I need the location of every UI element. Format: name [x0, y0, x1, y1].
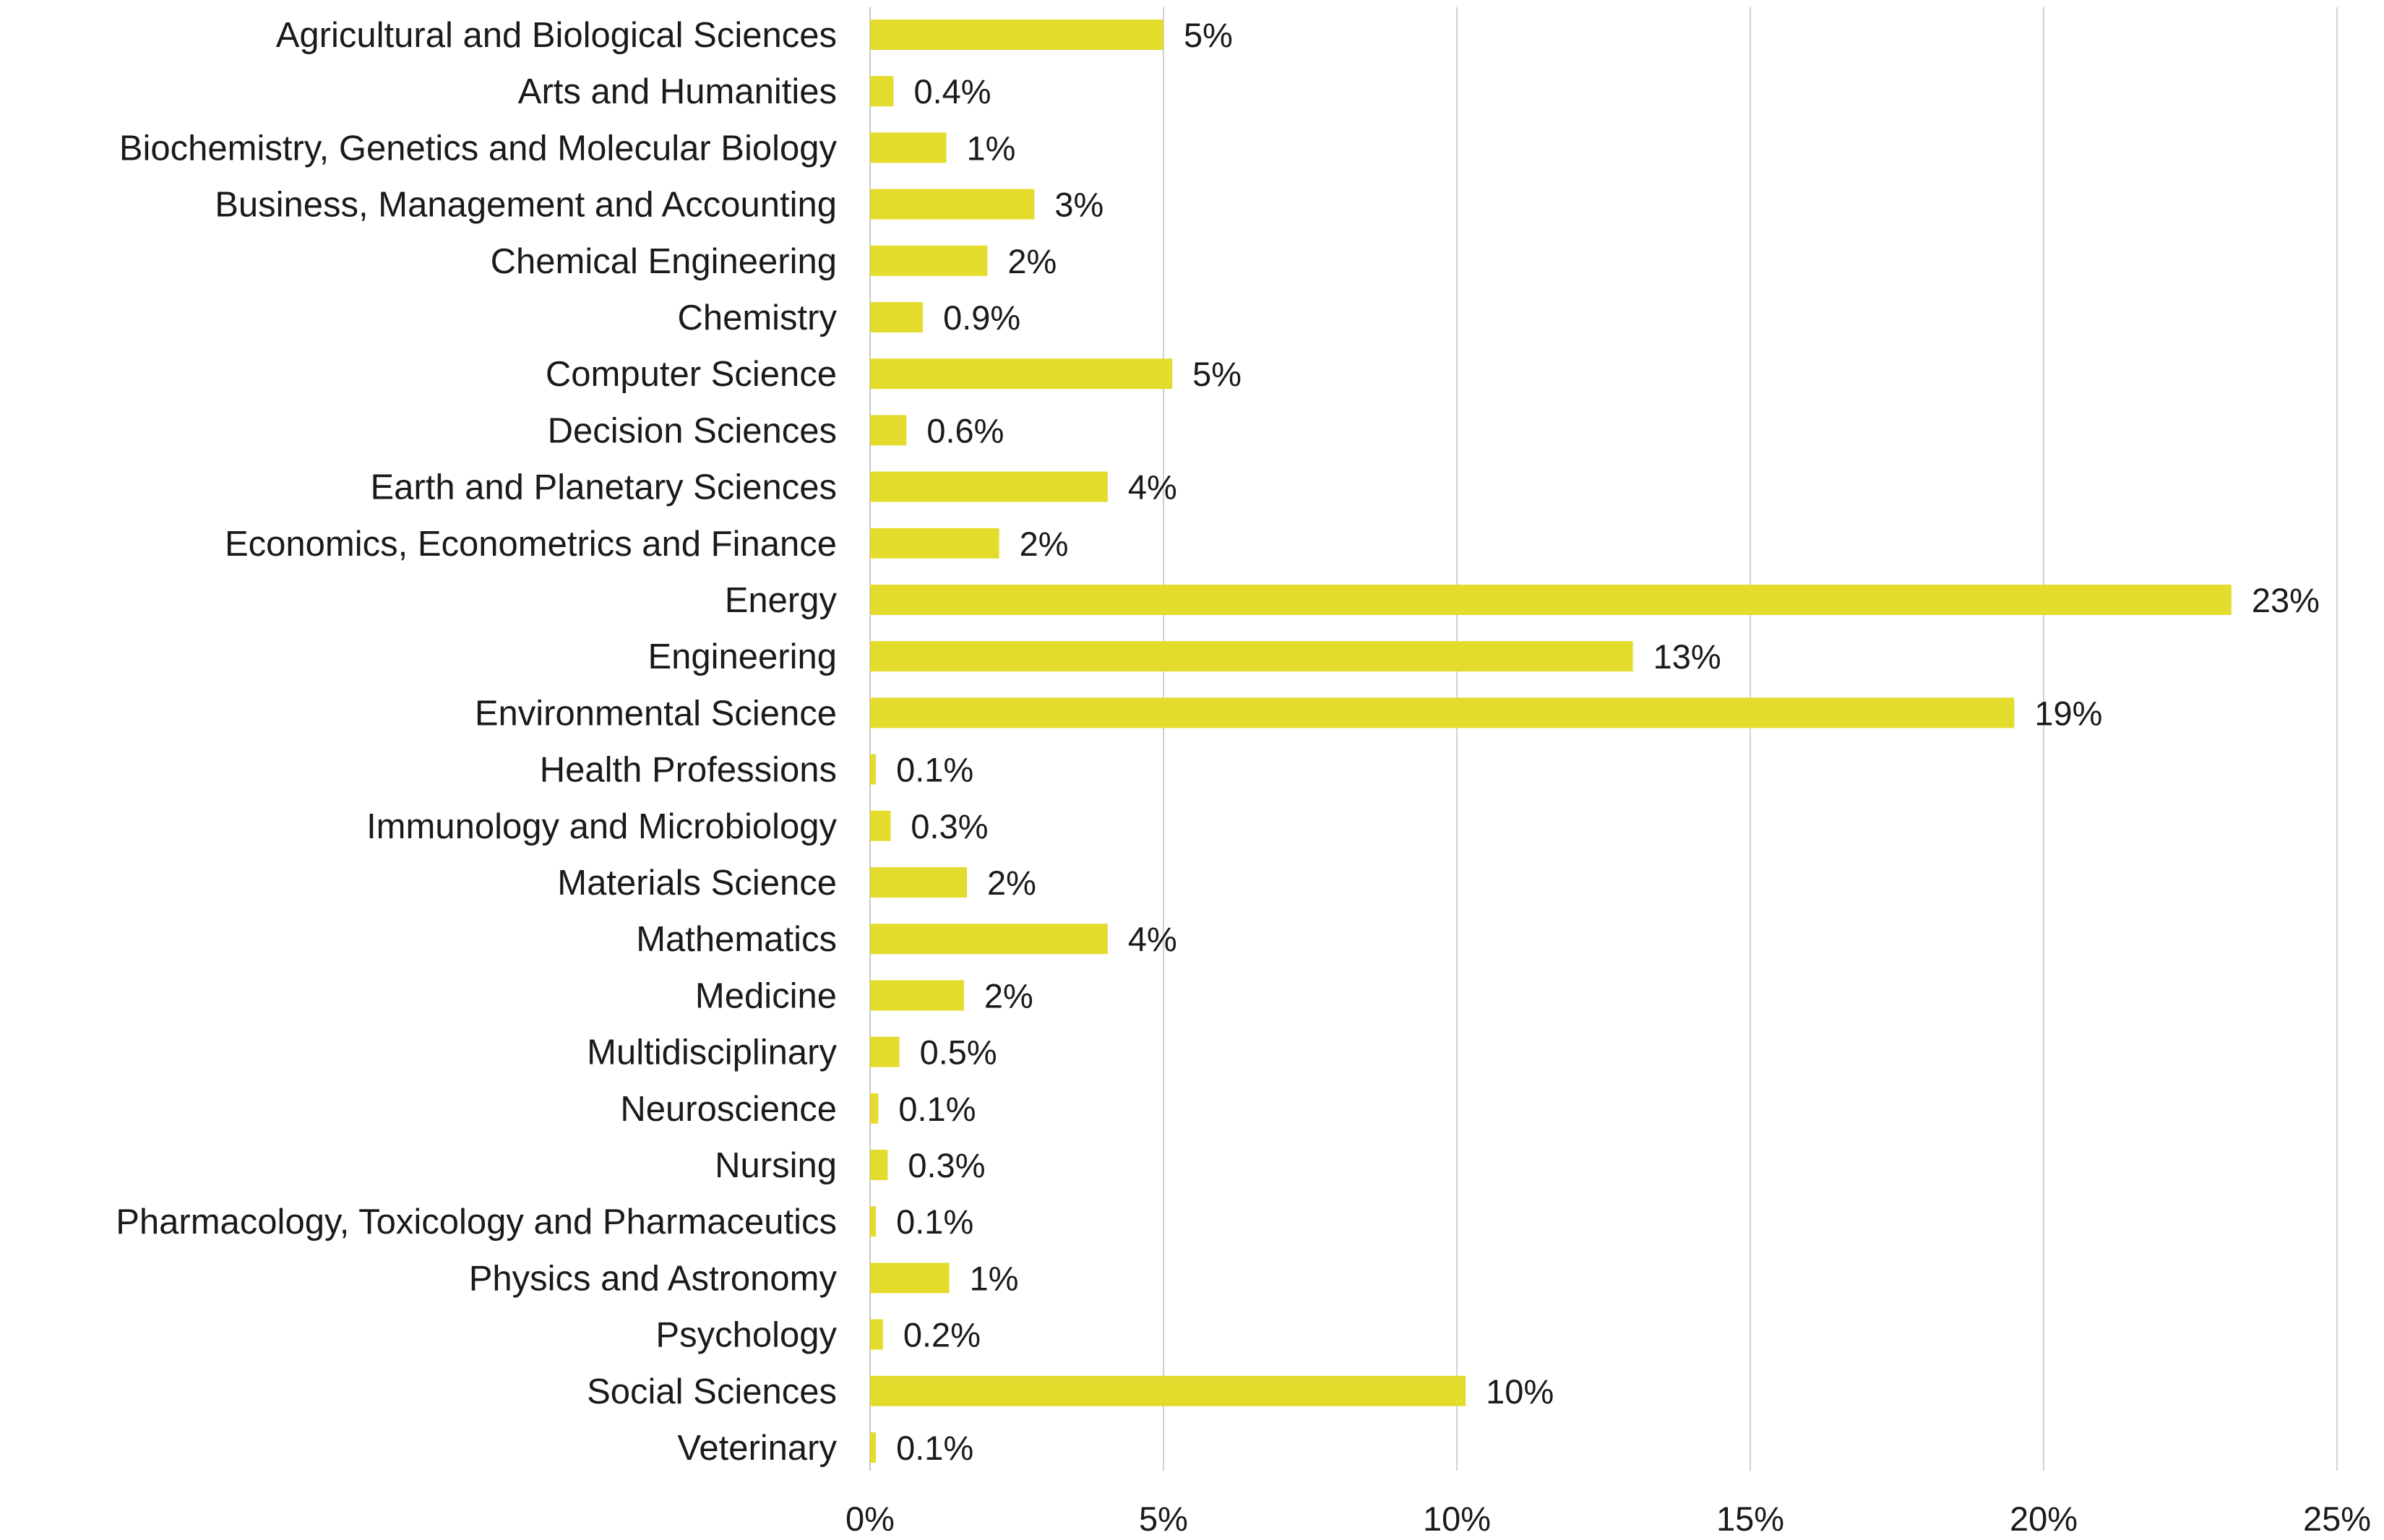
category-label: Decision Sciences: [548, 411, 837, 450]
bar: [870, 76, 894, 107]
value-label: 0.1%: [896, 1429, 973, 1467]
value-label: 13%: [1653, 637, 1721, 676]
bar: [870, 471, 1108, 502]
bar: [870, 1206, 877, 1237]
value-label: 4%: [1128, 920, 1177, 958]
bar: [870, 20, 1163, 50]
value-label: 1%: [970, 1259, 1019, 1297]
value-label: 10%: [1486, 1372, 1554, 1411]
category-label: Arts and Humanities: [518, 72, 837, 111]
bar: [870, 980, 964, 1011]
category-label: Neuroscience: [620, 1090, 837, 1129]
value-label: 2%: [984, 976, 1033, 1015]
category-label: Energy: [725, 581, 838, 620]
bar: [870, 754, 877, 785]
category-label: Physics and Astronomy: [469, 1259, 838, 1298]
category-label: Health Professions: [540, 751, 837, 790]
value-label: 23%: [2252, 581, 2320, 619]
bars: [870, 20, 2232, 1463]
category-label: Materials Science: [557, 864, 837, 903]
x-tick-label: 15%: [1716, 1500, 1784, 1538]
bar: [870, 528, 999, 559]
category-label: Agricultural and Biological Sciences: [276, 16, 837, 55]
category-label: Chemistry: [677, 298, 837, 337]
bar: [870, 810, 891, 841]
value-label: 2%: [1007, 242, 1057, 280]
x-tick-label: 25%: [2303, 1500, 2371, 1538]
category-label: Chemical Engineering: [491, 242, 837, 281]
bar: [870, 1432, 877, 1463]
bar: [870, 1319, 883, 1350]
value-label: 0.4%: [913, 72, 991, 111]
category-label: Earth and Planetary Sciences: [370, 468, 837, 507]
x-axis-tick-labels: 0% 5% 10% 15% 20% 25%: [845, 1500, 2371, 1538]
bar: [870, 1262, 950, 1294]
bar: [870, 302, 924, 332]
bar: [870, 1036, 900, 1067]
value-label: 0.3%: [911, 807, 988, 846]
value-label: 2%: [1020, 525, 1069, 563]
x-tick-label: 5%: [1139, 1500, 1188, 1538]
value-label: 0.2%: [903, 1316, 981, 1354]
value-label: 0.9%: [943, 298, 1020, 337]
value-label: 0.1%: [898, 1090, 976, 1128]
x-tick-label: 0%: [845, 1500, 895, 1538]
category-label: Nursing: [715, 1146, 837, 1185]
bar: [870, 358, 1173, 390]
bar: [870, 245, 988, 276]
category-label: Multidisciplinary: [587, 1033, 837, 1072]
category-label: Business, Management and Accounting: [215, 186, 837, 225]
bar: [870, 641, 1633, 672]
value-label: 0.6%: [926, 411, 1004, 449]
category-label: Mathematics: [636, 920, 837, 959]
bar: [870, 924, 1108, 955]
value-label: 5%: [1184, 16, 1233, 54]
category-labels: Agricultural and Biological Sciences Arts…: [116, 16, 837, 1468]
bar: [870, 1093, 879, 1124]
value-label: 5%: [1192, 355, 1242, 393]
bar: [870, 415, 907, 446]
category-label: Economics, Econometrics and Finance: [225, 525, 837, 564]
value-label: 0.1%: [896, 1203, 973, 1241]
category-label: Environmental Science: [475, 694, 837, 733]
category-label: Engineering: [647, 637, 837, 676]
bar: [870, 189, 1035, 220]
category-label: Computer Science: [546, 355, 837, 394]
value-label: 4%: [1128, 468, 1177, 507]
bar: [870, 132, 947, 163]
value-label: 0.1%: [896, 751, 973, 789]
category-label: Social Sciences: [587, 1372, 837, 1411]
x-tick-label: 20%: [2010, 1500, 2078, 1538]
value-label: 3%: [1054, 186, 1103, 224]
value-label: 19%: [2034, 694, 2102, 732]
value-label: 0.5%: [920, 1033, 997, 1072]
value-label: 1%: [967, 129, 1016, 167]
bar: [870, 867, 967, 898]
gridlines: [869, 7, 2338, 1471]
bar: [870, 1150, 888, 1180]
value-label: 2%: [987, 864, 1036, 902]
category-label: Medicine: [695, 976, 837, 1015]
value-label: 0.3%: [908, 1146, 985, 1184]
category-label: Immunology and Microbiology: [366, 807, 837, 846]
category-label: Biochemistry, Genetics and Molecular Bio…: [119, 129, 838, 168]
bar: [870, 1375, 1466, 1406]
category-label: Psychology: [655, 1316, 837, 1355]
value-labels: 5% 0.4% 1% 3% 2% 0.9% 5% 0.6% 4% 2% 23% 13% 19% 0.1% 0…: [896, 16, 2320, 1467]
category-label: Pharmacology, Toxicology and Pharmaceuti…: [116, 1203, 837, 1242]
bar: [870, 585, 2232, 615]
x-tick-label: 10%: [1423, 1500, 1491, 1538]
category-label: Veterinary: [677, 1429, 837, 1468]
bar: [870, 697, 2015, 728]
